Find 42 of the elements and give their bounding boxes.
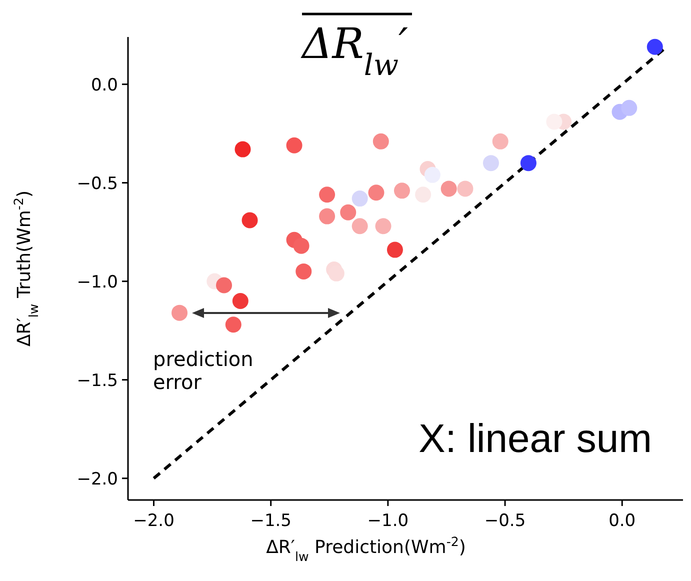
point [492,133,508,150]
point [234,141,251,158]
x-tick-label: −0.5 [484,511,526,531]
y-tick-label: −2.0 [76,469,118,490]
point [424,166,440,183]
point [225,316,242,333]
point [352,218,368,234]
point [296,263,312,280]
point [372,133,389,150]
point [482,155,499,172]
x-tick-label: 0.0 [608,511,636,531]
point [319,186,336,203]
point [546,114,562,130]
point [440,180,457,197]
annotation: prediction error [153,347,254,394]
point [286,137,302,154]
y-tick-label: 0.0 [90,75,118,96]
annotation: X: linear sum [418,417,652,461]
point [293,238,310,254]
point [319,208,336,224]
point [216,277,232,294]
point [352,190,368,207]
x-tick-label: −1.5 [250,511,292,531]
y-tick-label: −1.5 [76,370,118,391]
point [621,100,638,116]
y-tick-label: −0.5 [76,174,118,194]
point [340,204,356,220]
point [172,304,188,321]
x-tick-label: −2.0 [133,511,174,531]
point [646,38,663,55]
point [232,293,248,310]
point [386,242,403,258]
x-axis-title: ΔR′$_{lw}$ Prediction(Wm$^{-2}$) [266,534,466,564]
point [368,184,384,201]
point [394,182,410,199]
point [242,212,258,228]
x-tick-label: −1.0 [367,511,409,531]
chart-title: ΔR$_{lw}$′ [300,19,408,82]
point [457,180,474,197]
y-tick-label: −1.0 [76,272,118,292]
point [375,218,392,234]
point [520,155,536,172]
